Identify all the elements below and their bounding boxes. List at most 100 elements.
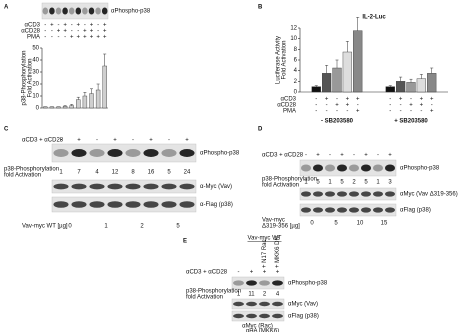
- blot-band: [336, 164, 348, 172]
- fold-value: 24: [184, 170, 191, 176]
- blot-label: αFlag (p38): [288, 314, 319, 320]
- fold-value: 1: [328, 180, 332, 186]
- y-axis-label: p38-Phosphorylation: [22, 50, 28, 105]
- condition-sign: +: [420, 103, 424, 109]
- blot-band: [336, 191, 348, 197]
- blot-band: [360, 191, 372, 197]
- blot-band: [88, 7, 95, 15]
- blot-strip: [231, 310, 285, 322]
- column-label: + MKK6 DN: [275, 236, 281, 268]
- blot-band: [233, 301, 244, 307]
- blot-strip: [299, 187, 397, 201]
- blot-band: [246, 313, 257, 319]
- fold-value: 1: [376, 180, 380, 186]
- category-label: + SB203580: [394, 119, 428, 125]
- blot-band: [89, 149, 105, 157]
- bar: [82, 95, 88, 109]
- bar: [332, 67, 342, 93]
- blot-band: [272, 280, 283, 286]
- blot-label: αPhospho-p38: [200, 151, 240, 157]
- blot-band: [55, 7, 62, 15]
- blot-band: [360, 164, 372, 172]
- condition-sign: -: [336, 97, 338, 103]
- condition-sign: +: [430, 109, 434, 115]
- blot-strip: [41, 2, 109, 20]
- stimulus-label: αCD3 + αCD28: [262, 153, 304, 159]
- blot-band: [49, 7, 55, 15]
- condition-sign: -: [431, 103, 433, 109]
- blot-band: [95, 7, 101, 15]
- condition-sign: -: [389, 97, 391, 103]
- blot-band: [259, 313, 270, 319]
- amount-value: 0: [310, 221, 314, 227]
- lane-sign: -: [132, 138, 134, 144]
- condition-sign: -: [400, 103, 402, 109]
- blot-band: [384, 207, 396, 213]
- condition-sign: +: [335, 103, 339, 109]
- condition-sign: -: [326, 109, 328, 115]
- blot-band: [107, 201, 123, 208]
- y-tick-label: 10: [290, 36, 297, 42]
- condition-sign: +: [356, 97, 360, 103]
- blot-strip: [51, 179, 197, 194]
- condition-sign: -: [84, 23, 86, 29]
- condition-sign: -: [58, 23, 60, 29]
- y-tick-label: 6: [294, 58, 298, 64]
- condition-sign: +: [430, 97, 434, 103]
- amount-value: 2: [140, 224, 144, 230]
- blot-band: [179, 149, 195, 157]
- condition-sign: -: [77, 29, 79, 35]
- blot-band: [300, 207, 312, 213]
- fold-value: 12: [112, 170, 119, 176]
- condition-sign: -: [71, 29, 73, 35]
- fold-label: p38-Phosphorylation: [262, 177, 317, 183]
- condition-sign: +: [77, 23, 81, 29]
- fold-label: fold Activation: [4, 173, 41, 179]
- fold-value: 7: [77, 170, 81, 176]
- blot-band: [125, 149, 141, 157]
- condition-sign: +: [57, 29, 61, 35]
- condition-sign: +: [90, 23, 94, 29]
- fold-value: 3: [388, 180, 392, 186]
- y-axis-label: Fold Activation: [28, 58, 34, 97]
- y-tick-label: 0: [36, 106, 40, 112]
- blot-band: [312, 164, 324, 172]
- amount-value: 5: [176, 224, 180, 230]
- blot-band: [233, 313, 244, 319]
- condition-sign: -: [336, 109, 338, 115]
- blot-band: [348, 207, 360, 213]
- condition-label: PMA: [27, 35, 40, 41]
- blot-strip: [231, 298, 285, 310]
- bar: [406, 82, 416, 93]
- blot-band: [272, 301, 283, 307]
- condition-sign: -: [44, 29, 46, 35]
- blot-label: αMyc (Vav Δ319-356): [400, 192, 458, 198]
- bar: [416, 78, 426, 93]
- condition-sign: +: [90, 35, 94, 41]
- panel-label: C: [4, 127, 9, 133]
- condition-sign: +: [90, 29, 94, 35]
- blot-band: [53, 183, 69, 190]
- fold-value: 5: [340, 180, 344, 186]
- y-tick-label: 40: [32, 58, 39, 64]
- y-tick-label: 12: [290, 26, 297, 32]
- blot-band: [62, 7, 68, 15]
- blot-band: [179, 201, 195, 208]
- bottom-label: αHA (MKK6): [246, 329, 279, 332]
- condition-label: αCD28: [277, 103, 296, 109]
- lane-sign: -: [238, 270, 240, 276]
- fold-value: 16: [148, 170, 155, 176]
- bar: [69, 105, 74, 109]
- condition-sign: +: [83, 29, 87, 35]
- condition-sign: -: [420, 109, 422, 115]
- blot-band: [272, 313, 283, 319]
- blot-band: [107, 183, 123, 190]
- chart-title: IL-2-Luc: [362, 15, 386, 21]
- blot-band: [71, 149, 87, 157]
- lane-sign: +: [340, 153, 344, 159]
- fold-label: p38-Phosphorylation: [4, 167, 59, 173]
- condition-sign: -: [389, 109, 391, 115]
- condition-sign: +: [346, 103, 350, 109]
- condition-sign: -: [346, 109, 348, 115]
- bar: [396, 81, 406, 93]
